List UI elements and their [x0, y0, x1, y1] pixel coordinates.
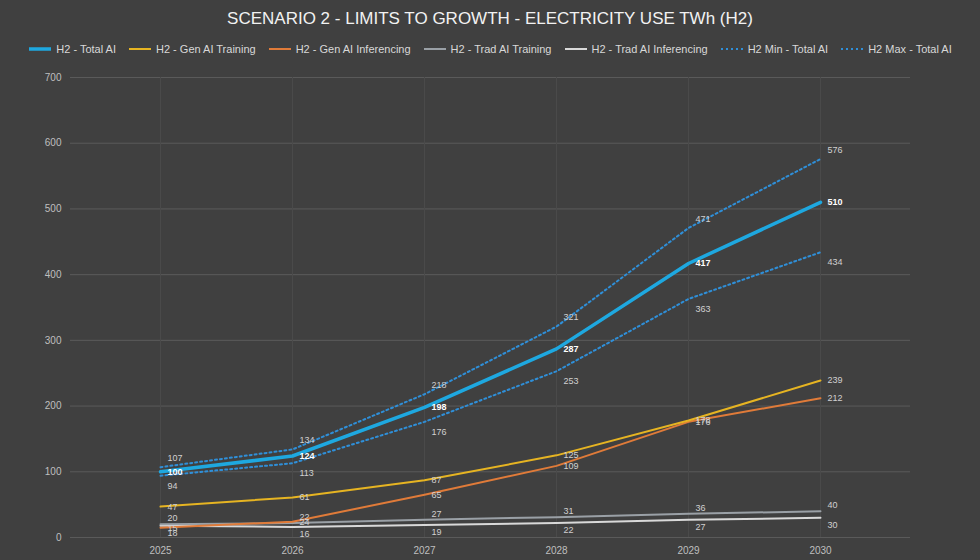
svg-text:65: 65 [432, 490, 442, 500]
svg-text:24: 24 [300, 517, 310, 527]
svg-text:16: 16 [300, 529, 310, 539]
svg-text:239: 239 [828, 375, 843, 385]
svg-text:2029: 2029 [677, 545, 700, 556]
svg-text:2027: 2027 [413, 545, 436, 556]
svg-text:434: 434 [828, 257, 843, 267]
svg-text:218: 218 [432, 380, 447, 390]
svg-text:200: 200 [45, 400, 62, 411]
html-text:H2 - Gen AI Training: H2 - Gen AI Training [156, 43, 256, 55]
svg-text:31: 31 [564, 506, 574, 516]
svg-text:0: 0 [56, 532, 62, 543]
svg-text:321: 321 [564, 312, 579, 322]
svg-text:176: 176 [432, 427, 447, 437]
svg-text:100: 100 [168, 467, 183, 477]
svg-text:18: 18 [167, 527, 178, 538]
svg-text:300: 300 [45, 335, 62, 346]
svg-text:22: 22 [564, 525, 574, 535]
svg-text:417: 417 [696, 258, 711, 268]
svg-text:107: 107 [168, 453, 183, 463]
svg-text:600: 600 [45, 137, 62, 148]
svg-text:113: 113 [300, 468, 314, 478]
svg-text:2026: 2026 [281, 545, 304, 556]
svg-text:61: 61 [300, 492, 310, 502]
html-text:H2 - Gen AI Inferencing: H2 - Gen AI Inferencing [295, 43, 411, 55]
svg-text:2028: 2028 [545, 545, 568, 556]
svg-text:40: 40 [828, 500, 838, 510]
svg-text:287: 287 [564, 344, 579, 354]
svg-text:2025: 2025 [149, 545, 172, 556]
svg-text:253: 253 [564, 376, 579, 386]
html-text:H2 - Trad AI Training: H2 - Trad AI Training [450, 43, 552, 55]
svg-text:100: 100 [45, 466, 62, 477]
svg-text:124: 124 [300, 451, 315, 461]
html-text:H2 Min - Total AI: H2 Min - Total AI [747, 43, 829, 55]
svg-text:27: 27 [432, 509, 442, 519]
svg-text:198: 198 [432, 402, 447, 412]
html-text:H2 Max - Total AI: H2 Max - Total AI [868, 43, 952, 55]
html-text:H2 - Trad AI Inferencing: H2 - Trad AI Inferencing [591, 43, 708, 55]
html-text:SCENARIO 2 - LIMITS TO GROWTH: SCENARIO 2 - LIMITS TO GROWTH - ELECTRIC… [227, 9, 753, 28]
svg-text:36: 36 [696, 503, 706, 513]
svg-text:212: 212 [828, 393, 843, 403]
svg-text:510: 510 [828, 197, 843, 207]
html-text:H2 - Total AI: H2 - Total AI [56, 43, 116, 55]
svg-text:363: 363 [696, 304, 711, 314]
svg-text:20: 20 [167, 513, 178, 524]
svg-text:400: 400 [45, 269, 62, 280]
svg-text:19: 19 [432, 527, 442, 537]
svg-text:125: 125 [564, 450, 579, 460]
svg-text:471: 471 [696, 214, 711, 224]
svg-text:700: 700 [45, 72, 62, 83]
svg-text:30: 30 [828, 520, 838, 530]
svg-text:2030: 2030 [809, 545, 832, 556]
svg-text:87: 87 [432, 475, 442, 485]
svg-text:27: 27 [696, 522, 706, 532]
svg-text:94: 94 [168, 481, 178, 491]
svg-text:15: 15 [168, 523, 178, 533]
svg-text:109: 109 [564, 461, 579, 471]
svg-text:576: 576 [828, 145, 843, 155]
svg-text:134: 134 [300, 435, 315, 445]
svg-text:47: 47 [168, 501, 178, 511]
svg-text:178: 178 [696, 415, 711, 425]
svg-text:500: 500 [45, 203, 62, 214]
